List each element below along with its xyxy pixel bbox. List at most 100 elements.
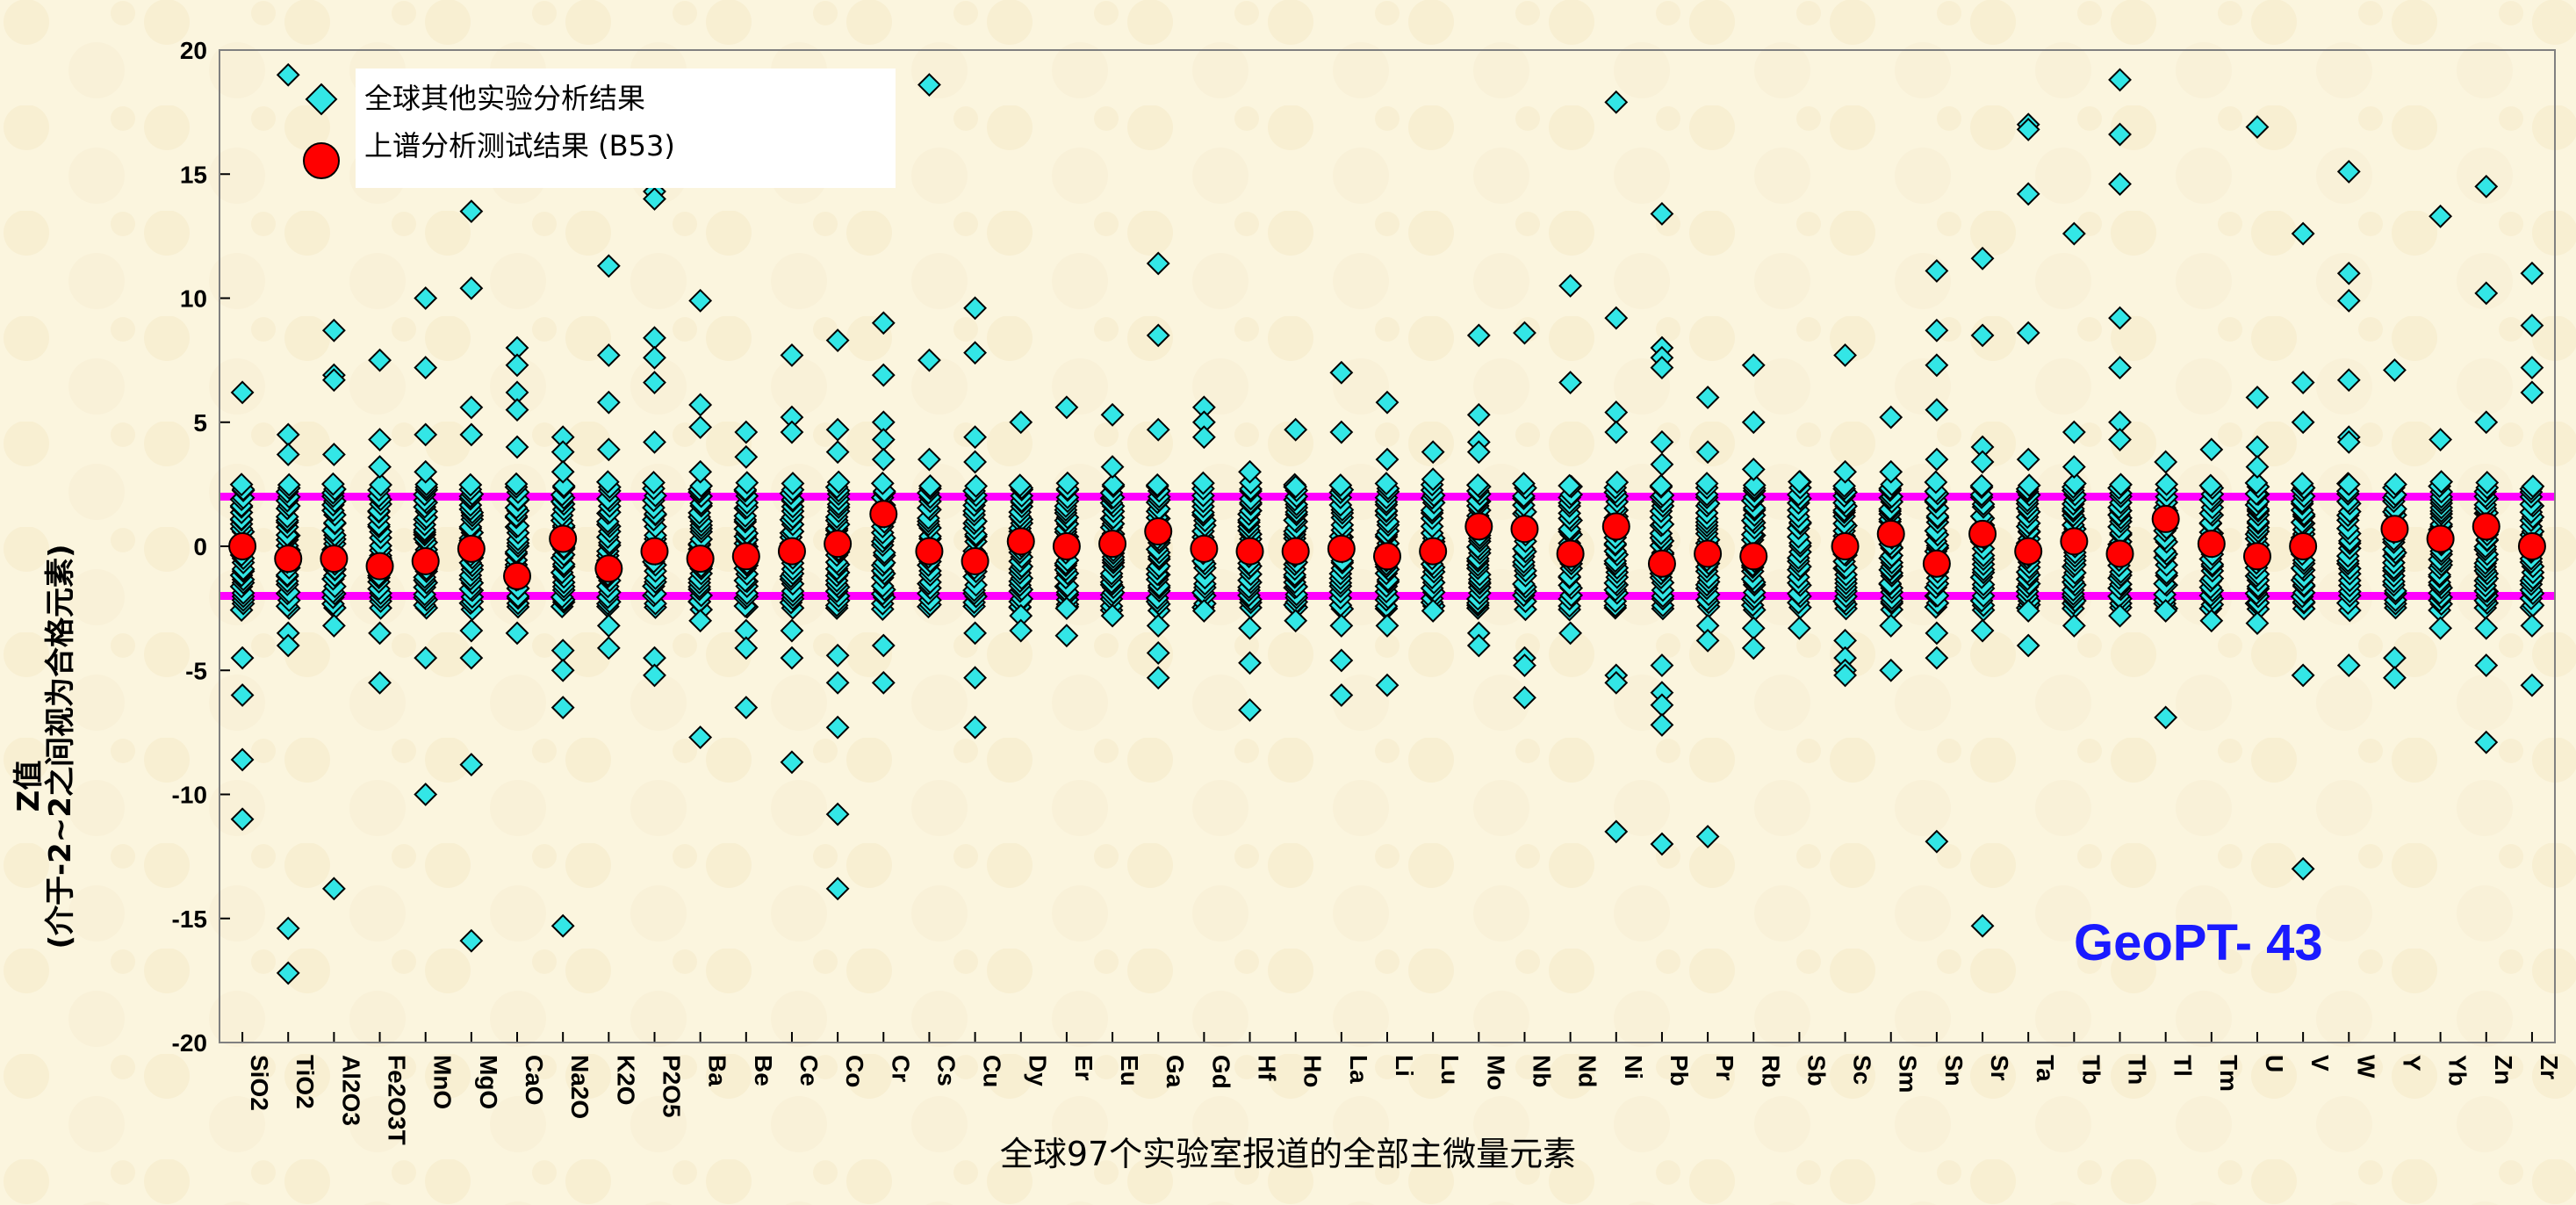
lab-result-point: [1466, 323, 1491, 348]
lab-result-point: [230, 683, 255, 707]
lab-result-point: [734, 696, 759, 720]
lab-result-point: [550, 696, 575, 720]
lab-result-point: [2520, 261, 2544, 285]
x-tick-label: Eu: [1116, 1055, 1143, 1086]
y-tick-label: 20: [180, 37, 207, 64]
b53-result-point: [2014, 537, 2043, 566]
lab-result-point: [1329, 648, 1354, 673]
lab-result-point: [414, 783, 438, 806]
lab-result-point: [964, 474, 989, 498]
lab-result-point: [2154, 705, 2178, 730]
lab-result-point: [1558, 273, 1583, 298]
lab-result-point: [688, 609, 713, 633]
lab-result-point: [871, 311, 896, 336]
lab-result-point: [1329, 613, 1354, 638]
b53-result-point: [1510, 515, 1539, 544]
legend-box: [356, 69, 896, 188]
b53-result-point: [915, 537, 944, 566]
lab-result-point: [1238, 459, 1262, 484]
lab-result-point: [734, 636, 759, 660]
lab-result-point: [504, 472, 529, 496]
lab-result-point: [1284, 417, 1308, 442]
x-tick-label: Ni: [1620, 1055, 1647, 1079]
lab-result-point: [2291, 371, 2315, 394]
b53-result-point: [869, 500, 898, 529]
lab-result-point: [1879, 405, 1903, 429]
lab-result-point: [2520, 613, 2544, 638]
lab-result-point: [1741, 458, 1766, 481]
lab-result-point: [2474, 410, 2499, 435]
lab-result-point: [2336, 472, 2361, 496]
x-tick-label: MgO: [475, 1055, 502, 1109]
lab-result-point: [963, 621, 988, 646]
lab-result-point: [780, 646, 804, 670]
lab-result-point: [2290, 472, 2314, 496]
lab-result-point: [1558, 371, 1583, 394]
lab-result-point: [2016, 599, 2040, 623]
lab-result-point: [1970, 450, 1995, 474]
b53-result-point: [686, 545, 715, 574]
lab-result-point: [2383, 666, 2407, 690]
lab-result-point: [1832, 473, 1856, 498]
lab-result-point: [2520, 314, 2544, 337]
b53-result-point: [411, 546, 440, 575]
b53-result-point: [1006, 527, 1035, 556]
lab-result-point: [414, 459, 438, 484]
lab-result-point: [1970, 913, 1995, 938]
lab-result-point: [1650, 712, 1674, 737]
lab-result-point: [321, 443, 346, 466]
y-axis: 20 15 10 5 0 -5 -10 -15 -20: [172, 37, 230, 1057]
x-tick-label: Sn: [1940, 1055, 1968, 1086]
lab-result-point: [1191, 425, 1216, 450]
lab-result-point: [277, 473, 301, 497]
lab-result-point: [596, 390, 621, 415]
lab-result-point: [1329, 360, 1354, 385]
lab-result-point: [2062, 455, 2086, 480]
lab-result-point: [459, 276, 484, 300]
lab-result-point: [2108, 603, 2132, 628]
lab-result-point: [459, 422, 484, 447]
lab-result-point: [368, 670, 392, 695]
lab-result-point: [1374, 472, 1399, 495]
lab-result-point: [1513, 653, 1536, 678]
lab-result-point: [689, 473, 714, 498]
lab-result-point: [1421, 599, 1445, 623]
b53-result-point: [1235, 537, 1264, 566]
lab-result-point: [1146, 613, 1170, 638]
lab-result-point: [963, 425, 988, 450]
lab-result-point: [596, 343, 621, 367]
lab-result-point: [2016, 117, 2040, 141]
lab-result-point: [2245, 611, 2270, 635]
lab-result-point: [1284, 474, 1308, 499]
lab-result-point: [459, 618, 484, 643]
lab-result-point: [2336, 261, 2361, 285]
y-tick-label: -20: [172, 1029, 207, 1057]
x-tick-label: Yb: [2444, 1055, 2472, 1086]
x-tick-label: Gd: [1207, 1055, 1234, 1089]
lab-result-point: [596, 254, 621, 278]
lab-result-point: [1008, 473, 1033, 498]
y-tick-label: 15: [180, 161, 207, 188]
lab-result-point: [2016, 447, 2040, 472]
b53-result-point: [1968, 519, 1997, 548]
lab-result-point: [1925, 621, 1949, 646]
lab-result-point: [1650, 202, 1674, 226]
lab-result-point: [321, 613, 346, 638]
b53-result-point: [1556, 539, 1585, 568]
lab-result-point: [825, 643, 850, 667]
lab-result-point: [643, 345, 666, 370]
b53-result-point: [2105, 539, 2134, 568]
lab-result-point: [1742, 473, 1767, 497]
lab-result-point: [1879, 658, 1903, 682]
lab-result-point: [1741, 353, 1766, 378]
lab-result-point: [1055, 471, 1080, 495]
lab-result-point: [1695, 472, 1719, 495]
lab-result-point: [780, 343, 804, 367]
lab-result-point: [369, 473, 392, 497]
b53-result-point: [1739, 542, 1768, 571]
lab-result-point: [2017, 473, 2041, 498]
lab-result-point: [1328, 473, 1353, 497]
lab-result-point: [1284, 609, 1308, 633]
legend-label-others: 全球其他实验分析结果: [364, 82, 645, 115]
